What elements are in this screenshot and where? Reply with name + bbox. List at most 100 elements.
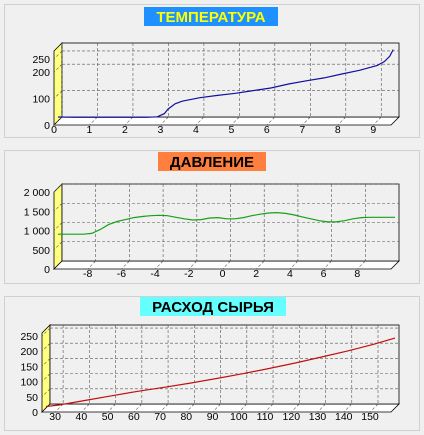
y-tick-label: 1 500: [24, 206, 50, 218]
temperature-panel: ТЕМПЕРАТУРА 0 1 2 3 4 5 6 7 8 9 0 100 200 250: [0, 0, 424, 142]
series-line: [58, 211, 395, 235]
x-tick-label: 100: [230, 411, 248, 423]
x-tick-label: 40: [76, 411, 88, 423]
floor: [53, 116, 400, 126]
x-tick-label: 4: [287, 268, 293, 280]
x-grid-floor: [154, 260, 164, 270]
x-grid-floor: [159, 403, 169, 413]
plot-area: [49, 324, 400, 405]
x-grid-floor: [343, 403, 352, 413]
x-tick-label: 5: [228, 124, 234, 136]
x-grid-floor: [231, 116, 240, 126]
x-grid-floor: [369, 403, 379, 413]
y-tick-label: 100: [20, 377, 38, 389]
x-tick-label: 60: [128, 411, 140, 423]
y-grid-wall: [53, 222, 63, 231]
y-grid-wall: [41, 358, 51, 367]
chart-title: ДАВЛЕНИЕ: [170, 154, 254, 171]
chart-title: ТЕМПЕРАТУРА: [156, 9, 265, 26]
x-grid-floor: [160, 116, 169, 126]
title-box: [144, 7, 278, 26]
consumption-panel: РАСХОД СЫРЬЯ 30 40 50 60 70 80 90 100 110 120 130 14…: [0, 292, 424, 435]
y-tick-label: 250: [20, 331, 38, 343]
x-grid-floor: [54, 403, 64, 413]
x-grid-floor: [53, 116, 63, 126]
panel-frame: [4, 150, 420, 284]
x-tick-label: 1: [87, 124, 93, 136]
x-grid-floor: [212, 403, 221, 413]
y-tick-label: 200: [20, 346, 38, 358]
x-grid-floor: [291, 403, 300, 413]
x-tick-label: 120: [283, 411, 301, 423]
x-tick-label: 150: [361, 411, 379, 423]
x-grid-floor: [373, 116, 382, 126]
x-grid-floor: [133, 403, 143, 413]
x-tick-label: 30: [49, 411, 61, 423]
y-tick-label: 0: [44, 120, 50, 132]
x-grid-floor: [238, 403, 248, 413]
x-tick-label: 2: [122, 124, 128, 136]
x-grid-floor: [87, 260, 96, 270]
x-grid-floor: [323, 260, 332, 270]
y-grid-wall: [53, 90, 63, 99]
x-grid-floor: [186, 403, 195, 413]
x-grid-floor: [337, 116, 347, 126]
y-grid-wall: [41, 373, 51, 382]
plot-area: [61, 42, 400, 118]
x-tick-label: -8: [83, 268, 92, 280]
y-tick-label: 0: [44, 264, 50, 276]
y-tick-label: 100: [32, 94, 50, 106]
x-tick-label: 0: [220, 268, 226, 280]
consumption-chart: РАСХОД СЫРЬЯ 30 40 50 60 70 80 90 100 110 120 130 14…: [4, 296, 420, 431]
x-grid-floor: [289, 260, 299, 270]
y-tick-label: 150: [20, 361, 38, 373]
title-box: [158, 152, 266, 171]
x-tick-label: 140: [335, 411, 353, 423]
x-tick-label: 2: [253, 268, 259, 280]
y-grid-wall: [53, 63, 63, 73]
x-grid-floor: [255, 260, 265, 270]
series-line: [57, 49, 394, 118]
x-tick-label: 80: [180, 411, 192, 423]
x-grid-floor: [302, 116, 311, 126]
y-grid-wall: [53, 203, 63, 212]
x-tick-label: 8: [354, 268, 360, 280]
x-tick-label: 110: [257, 411, 274, 423]
y-tick-label: 0: [32, 407, 38, 419]
title-box: [140, 297, 286, 316]
x-grid-floor: [195, 116, 205, 126]
x-tick-label: 3: [157, 124, 163, 136]
y-grid-wall: [41, 327, 51, 337]
y-tick-label: 250: [32, 54, 50, 66]
x-grid-floor: [317, 403, 326, 413]
x-grid-floor: [357, 260, 366, 270]
x-grid-floor: [89, 116, 98, 126]
x-tick-label: 8: [335, 124, 341, 136]
x-tick-label: 7: [299, 124, 305, 136]
x-tick-label: -4: [150, 268, 159, 280]
x-tick-label: 9: [370, 124, 376, 136]
y-grid-wall: [53, 50, 63, 60]
x-tick-label: 0: [51, 124, 57, 136]
y-tick-label: 50: [26, 392, 38, 404]
panel-frame: [4, 296, 420, 431]
x-tick-label: -2: [184, 268, 193, 280]
x-grid-floor: [81, 403, 90, 413]
x-tick-label: 130: [309, 411, 327, 423]
y-tick-label: 2 000: [24, 187, 50, 199]
panel-frame: [4, 4, 420, 138]
x-grid-floor: [107, 403, 116, 413]
x-grid-floor: [266, 116, 276, 126]
chart-title: РАСХОД СЫРЬЯ: [152, 299, 274, 316]
y-tick-label: 200: [32, 67, 50, 79]
x-grid-floor: [264, 403, 274, 413]
x-tick-label: 90: [207, 411, 219, 423]
x-tick-label: 50: [102, 411, 114, 423]
x-grid-floor: [121, 260, 130, 270]
pressure-chart: ДАВЛЕНИЕ -8 -6 -4 -2 0 2 4 6 8 0 500 1 000 1 500 2 000: [4, 150, 420, 284]
series-line: [45, 337, 396, 408]
y-grid-wall: [41, 343, 51, 352]
x-tick-label: 70: [154, 411, 166, 423]
y-grid-wall: [53, 183, 63, 193]
left-wall: [41, 324, 51, 413]
